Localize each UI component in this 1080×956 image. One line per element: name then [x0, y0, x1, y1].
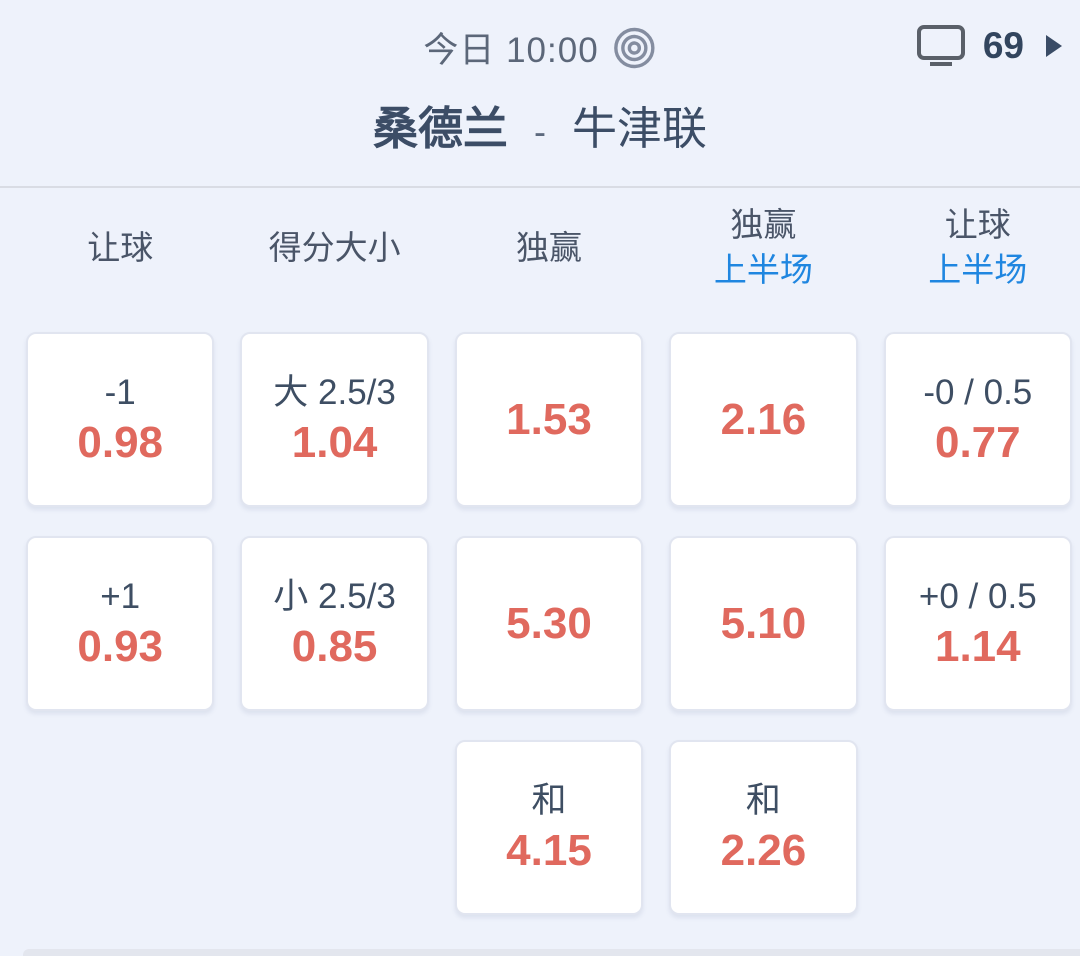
- odds-selection: 小 2.5/3: [273, 577, 396, 616]
- channel-count: 69: [982, 25, 1024, 66]
- title-divider: [0, 186, 1080, 188]
- market-label: 独赢: [515, 228, 582, 266]
- match-time-label: 今日 10:00: [423, 31, 599, 70]
- market-label: 独赢: [730, 206, 797, 243]
- odds-value: 0.93: [77, 622, 164, 671]
- odds-cell-under[interactable]: 小 2.5/3 0.85: [240, 536, 429, 711]
- market-column-handicap: 让球: [26, 225, 214, 270]
- odds-value: 1.04: [291, 418, 378, 467]
- odds-value: 1.14: [934, 622, 1021, 671]
- odds-selection: -1: [104, 373, 136, 412]
- odds-cell-moneyline-fh-home[interactable]: 2.16: [669, 332, 858, 507]
- chevron-right-icon: [1044, 33, 1064, 59]
- odds-cell-handicap-away[interactable]: +1 0.93: [26, 536, 215, 711]
- odds-value: 0.77: [934, 418, 1021, 467]
- market-column-moneyline: 独赢: [455, 225, 643, 270]
- odds-cell-moneyline-home[interactable]: 1.53: [454, 332, 644, 507]
- odds-value: 5.10: [720, 598, 807, 648]
- market-label: 得分大小: [268, 228, 401, 266]
- home-team-name: 桑德兰: [372, 103, 508, 154]
- odds-grid: -1 0.98 大 2.5/3 1.04 1.53 2.16 -0 / 0.5 …: [0, 332, 1080, 915]
- odds-cell-handicap-fh-home[interactable]: -0 / 0.5 0.77: [883, 332, 1072, 507]
- tv-icon: [915, 22, 967, 70]
- odds-selection: +1: [100, 577, 141, 616]
- odds-selection: 和: [531, 781, 567, 820]
- market-label: 让球: [944, 206, 1011, 243]
- market-header-row: 让球 得分大小 独赢 独赢 上半场 让球 上半场: [0, 188, 1080, 306]
- odds-cell-empty: [26, 740, 214, 915]
- match-title[interactable]: 桑德兰 - 牛津联: [0, 92, 1080, 158]
- next-section-top-edge: [23, 949, 1080, 956]
- odds-value: 5.30: [506, 598, 592, 648]
- odds-value: 1.53: [506, 394, 592, 444]
- bullseye-icon: [613, 26, 657, 70]
- odds-cell-moneyline-away[interactable]: 5.30: [454, 536, 644, 711]
- odds-selection: 大 2.5/3: [273, 373, 396, 412]
- odds-cell-moneyline-fh-away[interactable]: 5.10: [669, 536, 858, 711]
- market-sublabel: 上半场: [928, 251, 1028, 288]
- odds-cell-over[interactable]: 大 2.5/3 1.04: [240, 332, 429, 507]
- away-team-name: 牛津联: [572, 103, 708, 154]
- odds-value: 2.16: [720, 394, 807, 444]
- odds-selection: -0 / 0.5: [923, 373, 1033, 412]
- odds-value: 0.85: [291, 622, 378, 671]
- top-bar: 今日 10:00 69: [0, 0, 1080, 92]
- market-column-moneyline-first-half: 独赢 上半场: [669, 202, 857, 292]
- market-sublabel: 上半场: [713, 251, 813, 288]
- odds-cell-moneyline-fh-draw[interactable]: 和 2.26: [669, 740, 858, 915]
- odds-value: 4.15: [506, 826, 592, 875]
- market-column-handicap-first-half: 让球 上半场: [884, 202, 1072, 292]
- odds-selection: +0 / 0.5: [918, 577, 1037, 616]
- match-time-group: 今日 10:00: [423, 22, 656, 73]
- odds-selection: 和: [745, 781, 781, 820]
- market-label: 让球: [87, 228, 154, 266]
- odds-value: 0.98: [77, 418, 164, 467]
- title-separator: -: [534, 111, 546, 152]
- odds-cell-handicap-fh-away[interactable]: +0 / 0.5 1.14: [883, 536, 1072, 711]
- odds-cell-empty: [884, 740, 1072, 915]
- market-column-over-under: 得分大小: [240, 225, 428, 270]
- odds-value: 2.26: [720, 826, 807, 875]
- odds-cell-moneyline-draw[interactable]: 和 4.15: [454, 740, 644, 915]
- odds-cell-handicap-home[interactable]: -1 0.98: [26, 332, 215, 507]
- odds-cell-empty: [240, 740, 428, 915]
- live-channel-button[interactable]: 69: [915, 22, 1064, 70]
